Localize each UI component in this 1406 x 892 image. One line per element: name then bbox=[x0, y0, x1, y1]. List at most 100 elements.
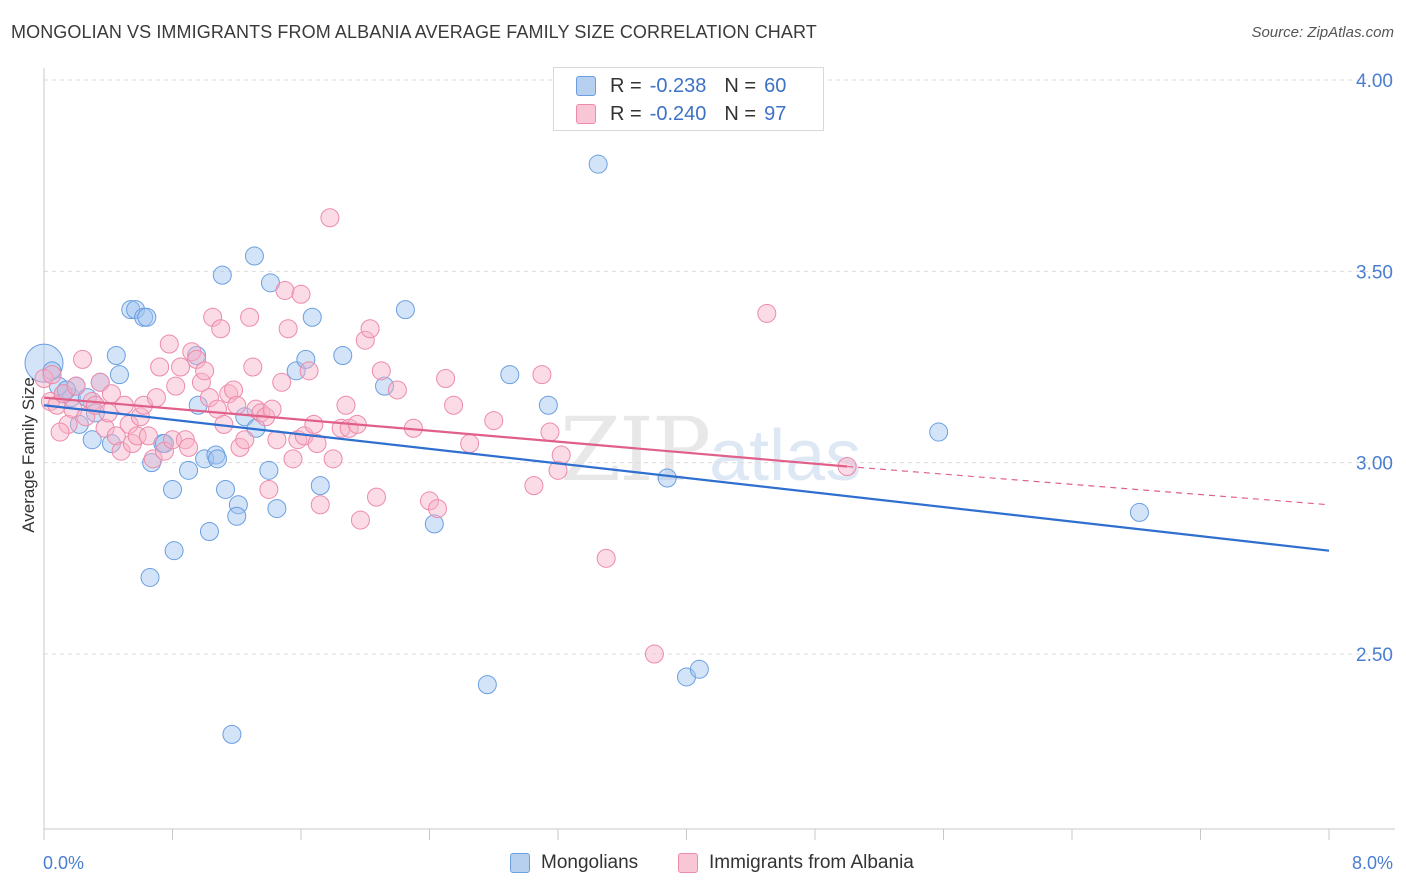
series-0 bbox=[24, 154, 1149, 744]
data-point bbox=[216, 479, 236, 499]
data-point bbox=[146, 388, 166, 408]
data-point bbox=[689, 659, 709, 679]
data-point bbox=[644, 644, 664, 664]
data-point bbox=[355, 330, 375, 350]
data-point bbox=[154, 441, 174, 461]
series-label-albania: Immigrants from Albania bbox=[709, 852, 914, 873]
data-point bbox=[360, 319, 380, 339]
data-point bbox=[73, 349, 93, 369]
data-point bbox=[191, 372, 211, 392]
series-swatch-albania bbox=[678, 853, 698, 873]
data-point bbox=[224, 380, 244, 400]
data-point bbox=[436, 368, 456, 388]
data-point bbox=[275, 280, 295, 300]
data-point bbox=[262, 399, 282, 419]
series-legend: Mongolians Immigrants from Albania bbox=[0, 852, 1406, 878]
data-point bbox=[163, 479, 182, 499]
legend-swatch-mongolians bbox=[576, 76, 596, 96]
trend-line-extension bbox=[847, 465, 1330, 506]
data-point bbox=[336, 395, 356, 415]
legend-n-value: 60 bbox=[764, 74, 787, 97]
data-point bbox=[444, 395, 464, 415]
series-label-mongolians: Mongolians bbox=[541, 852, 639, 873]
data-point bbox=[596, 548, 616, 568]
data-point bbox=[111, 441, 131, 461]
data-point bbox=[137, 307, 157, 327]
data-point bbox=[138, 426, 158, 446]
legend-n-label: N = bbox=[724, 74, 757, 97]
data-point bbox=[166, 376, 186, 396]
data-point bbox=[175, 430, 195, 450]
data-point bbox=[126, 300, 146, 320]
data-point bbox=[50, 422, 70, 442]
data-point bbox=[207, 449, 227, 469]
legend-row-mongolians: R = -0.238 N = 60 bbox=[576, 72, 786, 100]
data-point bbox=[106, 426, 126, 446]
data-point bbox=[95, 418, 115, 438]
data-point bbox=[424, 514, 444, 534]
data-point bbox=[460, 434, 480, 454]
data-point bbox=[291, 284, 311, 304]
data-point bbox=[272, 372, 292, 392]
data-point bbox=[387, 380, 407, 400]
data-point bbox=[548, 460, 568, 480]
data-point bbox=[366, 487, 386, 507]
legend-r-label: R = bbox=[610, 74, 642, 97]
data-point bbox=[532, 365, 552, 385]
data-point bbox=[929, 422, 949, 442]
x-tick-label: 8.0% bbox=[1352, 853, 1393, 873]
data-point bbox=[235, 407, 255, 427]
legend-swatch-albania bbox=[576, 104, 596, 124]
data-point bbox=[127, 426, 147, 446]
data-point bbox=[171, 357, 191, 377]
data-point bbox=[1129, 502, 1149, 522]
series-swatch-mongolians bbox=[510, 853, 530, 873]
data-point bbox=[540, 422, 560, 442]
y-tick-label: 2.50 bbox=[1356, 645, 1393, 666]
data-point bbox=[477, 675, 497, 695]
data-point bbox=[500, 365, 520, 385]
x-tick-label: 0.0% bbox=[43, 853, 84, 873]
data-point bbox=[323, 449, 343, 469]
data-point bbox=[304, 414, 324, 434]
data-point bbox=[212, 265, 232, 285]
data-point bbox=[195, 361, 215, 381]
data-point bbox=[42, 365, 62, 385]
watermark: ZIPatlas bbox=[560, 398, 861, 501]
data-point bbox=[140, 567, 160, 587]
data-point bbox=[58, 414, 78, 434]
data-point bbox=[109, 365, 129, 385]
data-point bbox=[278, 319, 298, 339]
data-point bbox=[283, 449, 303, 469]
y-tick-label: 3.50 bbox=[1356, 262, 1393, 283]
data-point bbox=[164, 541, 184, 561]
data-point bbox=[395, 300, 415, 320]
data-point bbox=[310, 495, 330, 515]
data-point bbox=[227, 395, 247, 415]
data-point bbox=[551, 445, 571, 465]
data-point bbox=[235, 430, 255, 450]
chart-title: MONGOLIAN VS IMMIGRANTS FROM ALBANIA AVE… bbox=[11, 22, 817, 42]
data-point bbox=[82, 430, 102, 450]
data-point bbox=[150, 357, 170, 377]
series-legend-albania[interactable]: Immigrants from Albania bbox=[678, 852, 914, 874]
axes bbox=[43, 68, 1395, 840]
data-point bbox=[320, 208, 340, 228]
data-point bbox=[333, 346, 353, 366]
data-point bbox=[243, 357, 263, 377]
trend-line bbox=[43, 396, 848, 468]
data-point bbox=[143, 449, 163, 469]
data-point bbox=[484, 411, 504, 431]
legend-n-value: 97 bbox=[764, 102, 787, 125]
data-point bbox=[199, 388, 219, 408]
data-point bbox=[350, 510, 370, 530]
data-point bbox=[24, 343, 64, 383]
data-point bbox=[179, 437, 199, 457]
data-point bbox=[588, 154, 608, 174]
data-point bbox=[244, 246, 264, 266]
series-legend-mongolians[interactable]: Mongolians bbox=[510, 852, 638, 874]
data-point bbox=[657, 468, 677, 488]
series-1 bbox=[34, 208, 857, 664]
data-point bbox=[211, 319, 231, 339]
legend-r-value: -0.238 bbox=[649, 74, 707, 97]
